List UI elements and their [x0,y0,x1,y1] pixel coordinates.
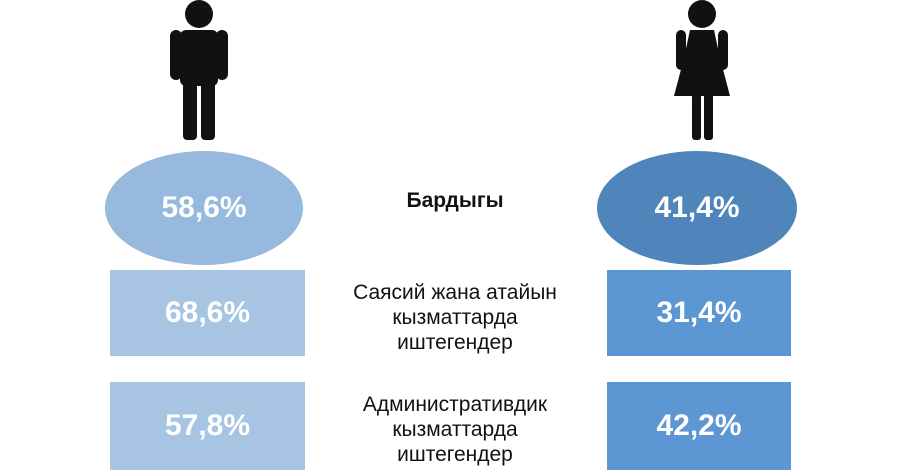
men-political-bar: 68,6% [110,270,305,356]
women-political-value: 31,4% [656,296,742,329]
women-admin-bar: 42,2% [607,382,791,470]
women-political-bar: 31,4% [607,270,791,356]
women-admin-value: 42,2% [656,409,742,442]
man-icon [166,0,232,142]
row-label-admin: Административдик кызматтарда иштегендер [362,393,548,466]
men-admin-value: 57,8% [164,409,251,442]
men-total-value: 58,6% [161,191,247,224]
women-total-ellipse: 41,4% [597,151,797,265]
row-label-total: Бардыгы [406,189,504,212]
woman-icon [670,0,734,142]
men-political-value: 68,6% [164,296,251,329]
men-admin-bar: 57,8% [110,382,305,470]
row-label-political: Саясий жана атайын кызматтарда иштегенде… [353,281,557,354]
women-total-value: 41,4% [654,191,740,224]
men-total-ellipse: 58,6% [105,151,303,265]
